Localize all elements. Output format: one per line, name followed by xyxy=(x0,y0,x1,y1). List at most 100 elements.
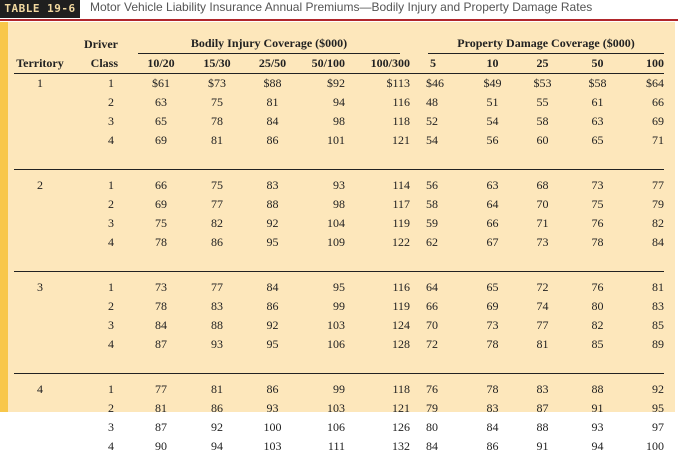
territory-cell xyxy=(14,214,66,233)
bodily-injury-premium-cell: 106 xyxy=(305,418,345,437)
bodily-injury-premium-cell: 114 xyxy=(345,170,410,196)
bodily-injury-premium-cell: 103 xyxy=(240,437,305,456)
bodily-injury-premium-cell: 94 xyxy=(305,93,345,112)
property-damage-premium-cell: 84 xyxy=(470,418,515,437)
header-property-col: 50 xyxy=(570,54,625,74)
bodily-injury-premium-cell: 92 xyxy=(240,214,305,233)
property-damage-premium-cell: 76 xyxy=(570,272,625,298)
bodily-injury-premium-cell: 78 xyxy=(128,233,194,252)
territory-cell: 4 xyxy=(14,374,66,400)
bodily-injury-premium-cell: 121 xyxy=(345,131,410,150)
property-damage-premium-cell: 55 xyxy=(515,93,570,112)
property-damage-premium-cell: 76 xyxy=(570,214,625,233)
header-bodily-injury-group: Bodily Injury Coverage ($000) xyxy=(128,34,410,54)
driver-class-cell: 4 xyxy=(66,233,128,252)
bodily-injury-premium-cell: 95 xyxy=(240,233,305,252)
bodily-injury-premium-cell: 86 xyxy=(240,374,305,400)
territory-cell: 3 xyxy=(14,272,66,298)
property-damage-premium-cell: 61 xyxy=(570,93,625,112)
property-damage-premium-cell: 100 xyxy=(625,437,664,456)
bodily-injury-premium-cell: 103 xyxy=(305,316,345,335)
property-damage-premium-cell: 69 xyxy=(625,112,664,131)
property-damage-premium-cell: 94 xyxy=(570,437,625,456)
bodily-injury-premium-cell: 83 xyxy=(240,170,305,196)
property-damage-premium-cell: 87 xyxy=(515,399,570,418)
territory-cell xyxy=(14,112,66,131)
property-damage-premium-cell: 88 xyxy=(515,418,570,437)
property-damage-premium-cell: 58 xyxy=(515,112,570,131)
table-title: Motor Vehicle Liability Insurance Annual… xyxy=(90,0,592,18)
territory-cell xyxy=(14,93,66,112)
property-damage-premium-cell: 83 xyxy=(470,399,515,418)
property-damage-premium-cell: 80 xyxy=(410,418,470,437)
bodily-injury-premium-cell: 121 xyxy=(345,399,410,418)
header-property-col: 5 xyxy=(410,54,470,74)
bodily-injury-premium-cell: 77 xyxy=(194,272,240,298)
bodily-injury-premium-cell: $88 xyxy=(240,74,305,94)
property-damage-premium-cell: 83 xyxy=(625,297,664,316)
property-damage-premium-cell: 74 xyxy=(515,297,570,316)
property-damage-premium-cell: 63 xyxy=(570,112,625,131)
header-property-col: 10 xyxy=(470,54,515,74)
table-panel: Driver Bodily Injury Coverage ($000) Pro… xyxy=(0,22,675,412)
property-damage-premium-cell: $49 xyxy=(470,74,515,94)
header-class: Class xyxy=(66,54,128,74)
property-damage-premium-cell: 84 xyxy=(410,437,470,456)
bodily-injury-premium-cell: 100 xyxy=(240,418,305,437)
driver-class-cell: 4 xyxy=(66,335,128,354)
bodily-injury-premium-cell: 99 xyxy=(305,374,345,400)
property-damage-premium-cell: 81 xyxy=(625,272,664,298)
bodily-injury-premium-cell: 117 xyxy=(345,195,410,214)
property-damage-premium-cell: 66 xyxy=(410,297,470,316)
property-damage-premium-cell: 64 xyxy=(410,272,470,298)
bodily-injury-premium-cell: 132 xyxy=(345,437,410,456)
driver-class-cell: 1 xyxy=(66,272,128,298)
territory-cell xyxy=(14,233,66,252)
property-damage-premium-cell: 54 xyxy=(410,131,470,150)
bodily-injury-premium-cell: 116 xyxy=(345,272,410,298)
bodily-injury-premium-cell: 126 xyxy=(345,418,410,437)
bodily-injury-premium-cell: 69 xyxy=(128,131,194,150)
territory-cell xyxy=(14,399,66,418)
property-damage-premium-cell: 66 xyxy=(625,93,664,112)
driver-class-cell: 4 xyxy=(66,437,128,456)
property-damage-premium-cell: 82 xyxy=(625,214,664,233)
property-damage-premium-cell: 77 xyxy=(625,170,664,196)
bodily-injury-premium-cell: 94 xyxy=(194,437,240,456)
property-damage-premium-cell: 72 xyxy=(410,335,470,354)
bodily-injury-premium-cell: 87 xyxy=(128,418,194,437)
driver-class-cell: 2 xyxy=(66,297,128,316)
territory-cell xyxy=(14,418,66,437)
driver-class-cell: 3 xyxy=(66,316,128,335)
table-title-bar: TABLE 19-6 Motor Vehicle Liability Insur… xyxy=(0,0,678,19)
bodily-injury-premium-cell: 128 xyxy=(345,335,410,354)
bodily-injury-premium-cell: 66 xyxy=(128,170,194,196)
property-damage-premium-cell: 81 xyxy=(515,335,570,354)
bodily-injury-premium-cell: 81 xyxy=(194,374,240,400)
driver-class-cell: 3 xyxy=(66,214,128,233)
bodily-injury-premium-cell: 88 xyxy=(194,316,240,335)
property-damage-premium-cell: 78 xyxy=(470,374,515,400)
bodily-injury-premium-cell: 93 xyxy=(305,170,345,196)
bodily-injury-premium-cell: 88 xyxy=(240,195,305,214)
property-damage-premium-cell: 91 xyxy=(570,399,625,418)
premiums-table: Driver Bodily Injury Coverage ($000) Pro… xyxy=(14,34,664,475)
bodily-injury-premium-cell: 86 xyxy=(240,131,305,150)
property-damage-premium-cell: 82 xyxy=(570,316,625,335)
bodily-injury-premium-cell: 119 xyxy=(345,214,410,233)
property-damage-premium-cell: 93 xyxy=(570,418,625,437)
property-damage-premium-cell: 86 xyxy=(470,437,515,456)
property-damage-premium-cell: 65 xyxy=(570,131,625,150)
driver-class-cell: 1 xyxy=(66,374,128,400)
territory-cell xyxy=(14,437,66,456)
property-damage-premium-cell: 60 xyxy=(515,131,570,150)
driver-class-cell: 1 xyxy=(66,74,128,94)
